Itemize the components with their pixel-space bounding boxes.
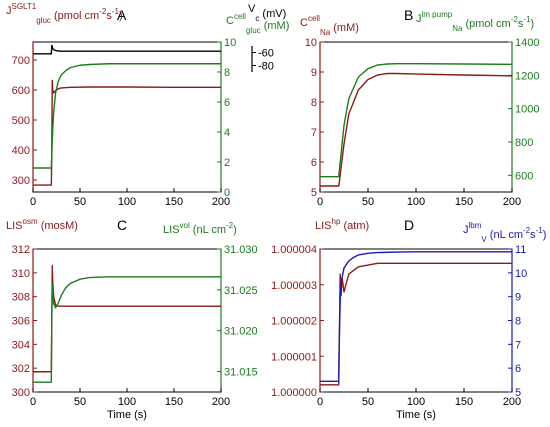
y-left-tick-label-C: 306 (12, 316, 30, 328)
x-tick-label-B: 50 (362, 196, 374, 208)
y-left-tick-label-A: 600 (12, 85, 30, 97)
y-left-tick-label-C: 308 (12, 292, 30, 304)
y-left-label-D: LIShp (atm) (315, 217, 369, 232)
y-left-label-B: CcellNa (mM) (300, 14, 359, 37)
y-left-tick-label-B: 9 (311, 67, 317, 79)
panel-letter-A: A (117, 7, 127, 23)
y-left-tick-label-B: 10 (305, 37, 317, 49)
y-right-tick-label-D: 7 (515, 339, 521, 351)
x-tick-label-B: 200 (503, 196, 521, 208)
x-axis-label-C: Time (s) (107, 409, 147, 421)
x-tick-label-D: 150 (455, 396, 473, 408)
y-left-label-A: JSGLT1gluc (pmol cm-2s-1) (6, 2, 123, 25)
series-line-A-green (33, 63, 221, 169)
y-right-label-C: LISvol (nL cm-2) (163, 221, 237, 236)
series-line-B-red (320, 72, 513, 187)
y-left-tick-label-D: 1.000001 (271, 351, 317, 363)
y-right-tick-label-C: 31.015 (224, 367, 258, 379)
series-line-A-red (33, 79, 221, 186)
y-right-tick-label-C: 31.020 (224, 326, 258, 338)
y-left-tick-label-A: 700 (12, 55, 30, 67)
panel-B: 0 50 100 150 200 5 6 7 8 9 10 600 800 1000 1200 1400 B (305, 7, 540, 208)
panel-letter-B: B (404, 7, 413, 23)
x-tick-label-B: 150 (455, 196, 473, 208)
y-right-tick-label-A: 10 (224, 37, 236, 49)
series-line-A-black (33, 44, 221, 55)
x-tick-label-B: 100 (407, 196, 425, 208)
inset-tick-label: -80 (258, 61, 274, 73)
series-line-D-blue (320, 251, 512, 382)
y-right-tick-label-A: 2 (224, 157, 230, 169)
x-tick-label-D: 50 (362, 396, 374, 408)
y-right-tick-label-D: 10 (515, 268, 527, 280)
y-right-label-D: JlbmV (nL cm-2s-1) (463, 221, 546, 244)
y-left-tick-label-D: 1.000002 (271, 316, 317, 328)
series-line-B-green (320, 62, 513, 178)
y-right-tick-label-B: 1200 (515, 70, 539, 82)
inset-tick-label: -60 (258, 48, 274, 60)
x-tick-label-C: 200 (212, 396, 230, 408)
y-left-tick-label-C: 304 (12, 339, 30, 351)
plot-frame-D (319, 248, 513, 393)
y-right-tick-label-A: 8 (224, 67, 230, 79)
y-left-tick-label-B: 7 (311, 127, 317, 139)
x-tick-label-A: 50 (74, 196, 86, 208)
x-tick-label-D: 0 (317, 396, 323, 408)
x-tick-label-B: 0 (317, 196, 323, 208)
y-right-tick-label-D: 11 (515, 244, 526, 256)
y-left-tick-label-D: 1.000003 (271, 280, 317, 292)
y-right-tick-label-D: 9 (515, 292, 521, 304)
panel-letter-D: D (404, 217, 414, 233)
y-left-tick-label-A: 500 (12, 115, 30, 127)
y-left-tick-label-A: 400 (12, 145, 30, 157)
y-left-tick-label-C: 310 (12, 268, 30, 280)
y-right-tick-label-B: 1000 (515, 104, 539, 116)
x-tick-label-A: 0 (30, 196, 36, 208)
panel-letter-C: C (117, 217, 127, 233)
y-right-label-A: Ccellgluc (mM) (226, 12, 289, 35)
panel-C: 0 50 100 150 200 Time (s) 300 302 304 306 308 310 31… (12, 217, 258, 421)
x-tick-label-C: 0 (30, 396, 36, 408)
x-tick-label-C: 100 (118, 396, 136, 408)
y-right-tick-label-C: 31.030 (224, 244, 258, 256)
series-line-D-red (320, 262, 512, 386)
y-right-tick-label-D: 8 (515, 316, 521, 328)
x-tick-label-A: 200 (212, 196, 230, 208)
panel-A: 0 50 100 150 200 300 400 500 600 700 0 2 4 6 8 10 A -60-8… (12, 7, 274, 208)
y-right-tick-label-B: 800 (515, 137, 533, 149)
y-right-tick-label-A: 0 (224, 187, 230, 199)
x-axis-label-D: Time (s) (396, 409, 436, 421)
y-left-tick-label-D: 1.000004 (271, 244, 317, 256)
y-left-tick-label-B: 8 (311, 97, 317, 109)
x-tick-label-C: 50 (74, 396, 86, 408)
y-right-tick-label-C: 31.025 (224, 285, 258, 297)
x-tick-label-D: 100 (407, 396, 425, 408)
y-left-tick-label-B: 5 (311, 187, 317, 199)
plot-frame-C (32, 248, 222, 393)
y-left-tick-label-B: 6 (311, 157, 317, 169)
y-left-tick-label-C: 302 (12, 363, 30, 375)
x-tick-label-C: 150 (165, 396, 183, 408)
y-left-tick-label-C: 312 (12, 244, 30, 256)
y-right-tick-label-B: 1400 (515, 37, 539, 49)
plot-frame-A (32, 41, 222, 193)
x-tick-label-A: 100 (118, 196, 136, 208)
y-right-tick-label-B: 600 (515, 170, 533, 182)
x-tick-label-D: 200 (503, 396, 521, 408)
y-right-tick-label-D: 6 (515, 363, 521, 375)
panel-D: 0 50 100 150 200 Time (s) 1.000000 1.000001 1.00… (271, 217, 527, 421)
series-line-C-red (33, 264, 221, 373)
y-right-label-B: Jlm pumpNa (pmol cm-2s-1) (416, 10, 534, 33)
series-line-C-green (33, 276, 221, 383)
y-left-tick-label-A: 300 (12, 175, 30, 187)
y-right-tick-label-D: 5 (515, 387, 521, 399)
y-left-tick-label-D: 1.000000 (271, 387, 317, 399)
inset-axis-label: Vc (mV) (248, 3, 286, 23)
y-left-label-C: LISosm (mosM) (6, 217, 78, 232)
y-right-tick-label-A: 6 (224, 97, 230, 109)
y-right-tick-label-A: 4 (224, 127, 230, 139)
y-left-tick-label-C: 300 (12, 387, 30, 399)
x-tick-label-A: 150 (165, 196, 183, 208)
